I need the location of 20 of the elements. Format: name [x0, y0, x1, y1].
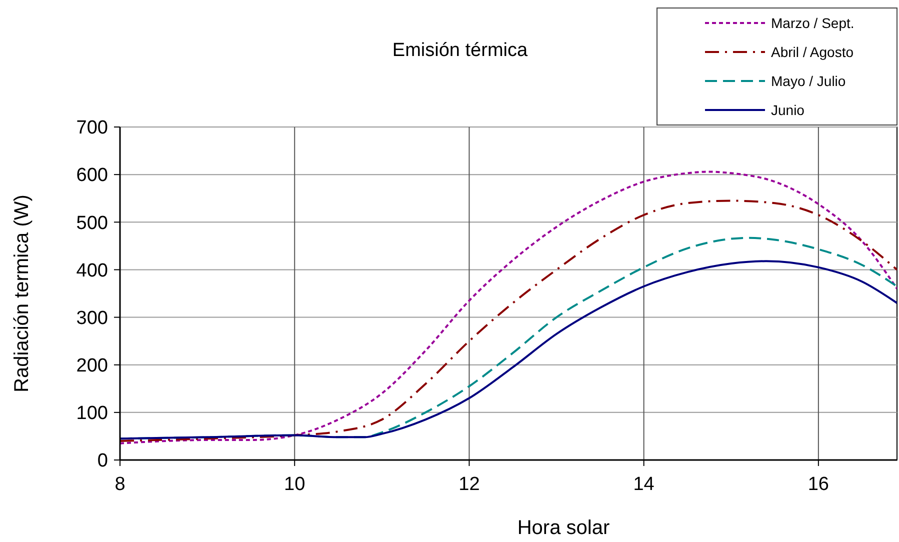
legend-label: Mayo / Julio — [771, 72, 846, 89]
x-tick-label: 16 — [808, 474, 829, 495]
y-tick-label: 100 — [76, 403, 108, 424]
y-axis-title: Radiación termica (W) — [11, 194, 33, 392]
y-tick-label: 0 — [97, 450, 108, 472]
y-tick-label: 200 — [76, 356, 108, 377]
x-axis-title: Hora solar — [517, 517, 610, 539]
legend-label: Marzo / Sept. — [771, 14, 854, 31]
y-tick-label: 400 — [76, 260, 108, 282]
x-tick-label: 12 — [458, 474, 480, 495]
y-tick-label: 600 — [76, 165, 108, 186]
y-tick-label: 700 — [76, 118, 108, 139]
legend-label: Junio — [771, 102, 805, 118]
chart-title: Emisión térmica — [392, 40, 528, 61]
x-tick-label: 8 — [114, 474, 126, 495]
legend-label: Abril / Agosto — [771, 44, 854, 60]
x-tick-label: 14 — [633, 474, 655, 495]
x-tick-label: 10 — [284, 474, 306, 495]
y-tick-label: 500 — [76, 212, 108, 234]
y-tick-label: 300 — [76, 308, 108, 329]
